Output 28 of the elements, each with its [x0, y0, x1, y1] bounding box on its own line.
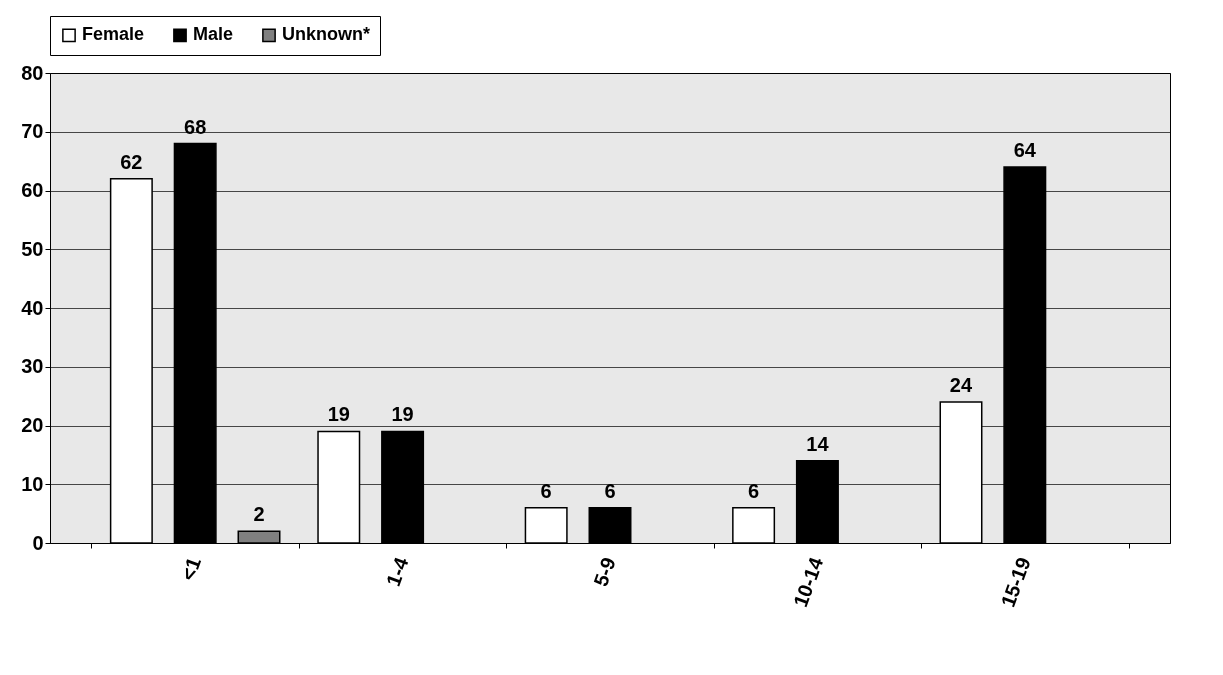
y-tick-label: 10	[21, 472, 44, 495]
x-tick-label: 1-4	[381, 553, 413, 590]
y-tick-label: 30	[21, 355, 44, 378]
y-tick-label: 80	[21, 61, 44, 84]
data-label: 62	[120, 150, 143, 173]
data-label: 6	[604, 479, 616, 502]
data-label: 24	[949, 374, 973, 396]
data-label: 19	[391, 403, 414, 426]
data-label: 68	[184, 115, 207, 138]
data-label: 19	[327, 403, 350, 426]
y-tick-label: 40	[21, 296, 44, 319]
data-label: 2	[253, 503, 265, 526]
legend-label: Male	[193, 24, 234, 45]
y-tick-label: 0	[32, 531, 44, 554]
legend-label: Female	[82, 24, 145, 45]
data-label: 64	[1013, 139, 1037, 161]
data-label: 6	[540, 479, 552, 502]
x-tick-label: 10-14	[789, 553, 828, 610]
legend-label: Unknown*	[282, 24, 370, 45]
y-tick-label: 70	[21, 120, 44, 143]
y-tick-label: 20	[21, 414, 44, 436]
y-tick-label: 50	[21, 237, 44, 260]
data-label: 6	[748, 479, 760, 502]
data-label: 14	[806, 432, 830, 455]
y-tick-label: 60	[21, 179, 44, 201]
x-tick-label: <1	[176, 554, 206, 584]
x-tick-label: 15-19	[996, 554, 1035, 610]
x-tick-label: 5-9	[589, 554, 620, 590]
